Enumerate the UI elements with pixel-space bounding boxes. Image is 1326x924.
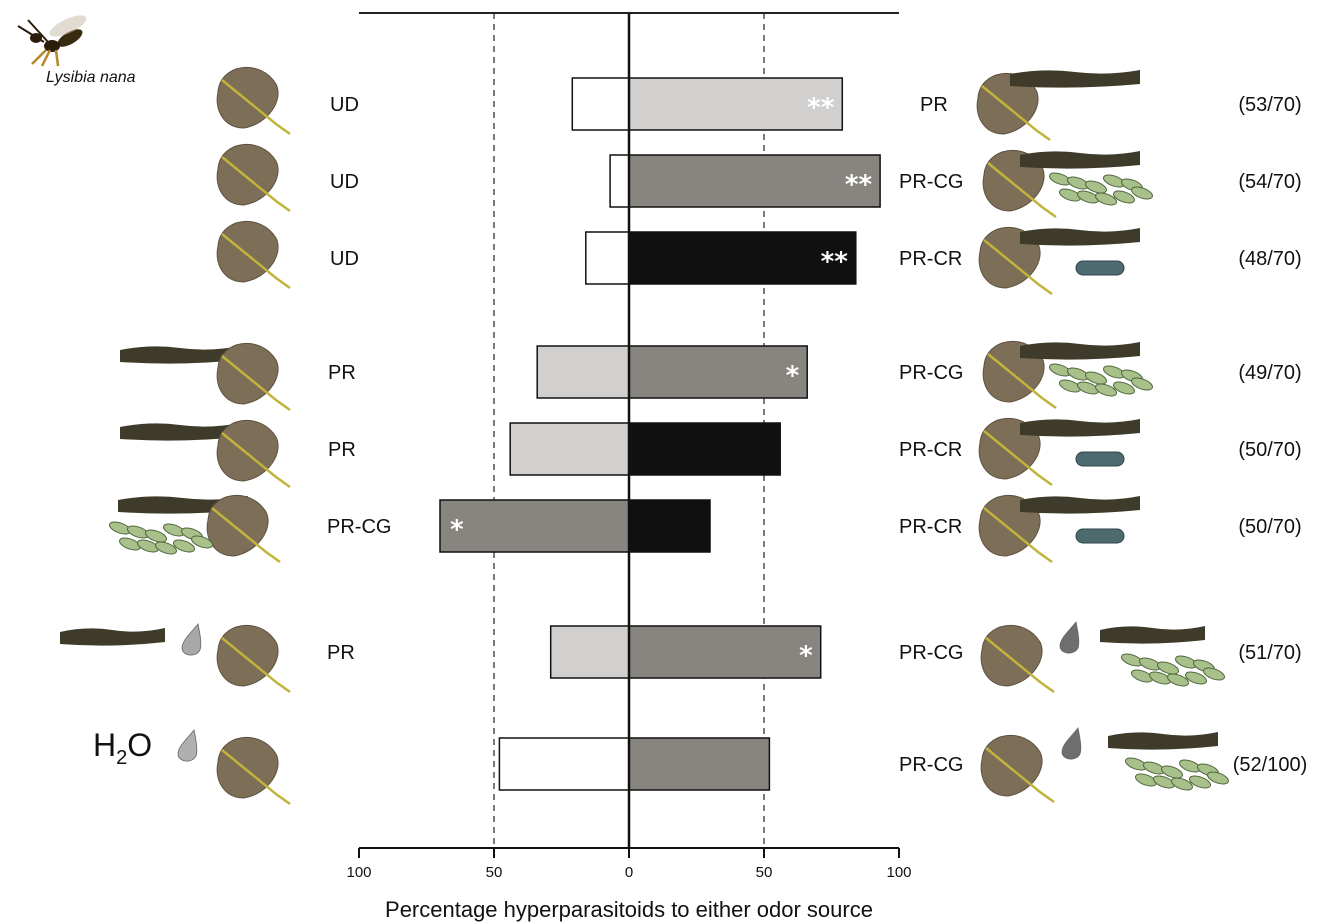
sample-size-label: (51/70) xyxy=(1238,642,1301,664)
h2o-label: H2O xyxy=(93,727,152,769)
bar-left-2 xyxy=(609,154,630,208)
sample-size-label: (50/70) xyxy=(1238,439,1301,461)
cocoon-cluster-icon xyxy=(1049,172,1153,206)
odor-source-icons xyxy=(60,67,1229,806)
sample-size-label: (53/70) xyxy=(1238,94,1301,116)
right-treatment-label: PR-CG xyxy=(899,754,963,776)
bar-left-3 xyxy=(585,231,630,285)
bar-right-2 xyxy=(628,154,881,208)
leaf-icon xyxy=(216,67,291,136)
caterpillar-icon xyxy=(120,346,240,364)
left-treatment-label: PR xyxy=(327,642,355,664)
leaf-icon xyxy=(216,625,291,694)
droplet-icon xyxy=(1061,727,1082,760)
cocoon-cluster-icon xyxy=(1049,363,1153,397)
leaf-icon xyxy=(216,343,291,412)
bar-right-8 xyxy=(628,737,771,791)
droplet-icon xyxy=(1059,621,1080,654)
bar-right-5 xyxy=(628,422,781,476)
x-tick-label: 0 xyxy=(625,864,633,881)
caterpillar-icon xyxy=(1020,419,1140,437)
x-axis-title: Percentage hyperparasitoids to either od… xyxy=(385,897,873,922)
significance-marker: ** xyxy=(845,170,873,200)
gridlines xyxy=(493,13,765,848)
right-treatment-label: PR-CR xyxy=(899,439,962,461)
sample-size-label: (50/70) xyxy=(1238,516,1301,538)
left-treatment-label: UD xyxy=(330,94,359,116)
bar-right-7 xyxy=(628,625,822,679)
bar-left-4 xyxy=(536,345,630,399)
caterpillar-icon xyxy=(1108,732,1218,750)
left-treatment-label: PR xyxy=(328,362,356,384)
sample-size-label: (48/70) xyxy=(1238,248,1301,270)
significance-marker: ** xyxy=(807,93,835,123)
bar-right-4 xyxy=(628,345,808,399)
caterpillar-icon xyxy=(120,423,240,441)
leaf-icon xyxy=(206,495,281,564)
bar-right-3 xyxy=(628,231,857,285)
leaf-icon xyxy=(216,221,291,290)
left-treatment-label: UD xyxy=(330,171,359,193)
cocoon-cluster-icon xyxy=(109,521,213,555)
caterpillar-icon xyxy=(1020,151,1140,169)
bar-right-6 xyxy=(628,499,711,553)
bar-left-8 xyxy=(498,737,630,791)
parasitized-caterpillar-icon xyxy=(1075,451,1125,467)
sample-size-label: (54/70) xyxy=(1238,171,1301,193)
bar-right-1 xyxy=(628,77,844,131)
caterpillar-icon xyxy=(60,628,165,646)
right-treatment-label: PR-CG xyxy=(899,171,963,193)
bar-left-7 xyxy=(549,625,630,679)
right-treatment-label: PR-CG xyxy=(899,362,963,384)
left-treatment-label: PR-CG xyxy=(327,516,391,538)
droplet-icon xyxy=(181,623,202,656)
right-treatment-label: PR xyxy=(920,94,948,116)
significance-marker: * xyxy=(786,361,800,391)
leaf-icon xyxy=(216,144,291,213)
right-treatment-label: PR-CR xyxy=(899,248,962,270)
axes: 100 50 0 50 100 xyxy=(346,12,912,881)
leaf-icon xyxy=(216,420,291,489)
left-treatment-label: PR xyxy=(328,439,356,461)
bars: ********* xyxy=(439,77,881,791)
sample-size-label: (52/100) xyxy=(1233,754,1308,776)
caterpillar-icon xyxy=(1020,228,1140,246)
parasitized-caterpillar-icon xyxy=(1075,260,1125,276)
parasitized-caterpillar-icon xyxy=(1075,528,1125,544)
cocoon-cluster-icon xyxy=(1125,757,1229,791)
leaf-icon xyxy=(980,625,1055,694)
leaf-icon xyxy=(976,73,1051,142)
bar-left-6 xyxy=(439,499,630,553)
bar-left-1 xyxy=(571,77,630,131)
wasp-icon xyxy=(17,15,87,67)
left-treatment-label: UD xyxy=(330,248,359,270)
significance-marker: ** xyxy=(821,247,849,277)
species-label: Lysibia nana xyxy=(46,69,136,86)
right-treatment-label: PR-CR xyxy=(899,516,962,538)
caterpillar-icon xyxy=(1010,70,1140,88)
x-tick-label: 50 xyxy=(756,864,773,881)
row-labels: UD PR (53/70) UD PR-CG (54/70) UD PR-CR (48/70) P… xyxy=(327,94,1307,776)
x-tick-label: 100 xyxy=(346,864,371,881)
droplet-icon xyxy=(177,729,198,762)
caterpillar-icon xyxy=(1020,342,1140,360)
x-tick-label: 50 xyxy=(486,864,503,881)
leaf-icon xyxy=(980,735,1055,804)
caterpillar-icon xyxy=(1100,626,1205,644)
cocoon-cluster-icon xyxy=(1121,653,1225,687)
significance-marker: * xyxy=(450,515,464,545)
bar-left-5 xyxy=(509,422,630,476)
x-tick-label: 100 xyxy=(886,864,911,881)
right-treatment-label: PR-CG xyxy=(899,642,963,664)
significance-marker: * xyxy=(799,641,813,671)
caterpillar-icon xyxy=(1020,496,1140,514)
leaf-icon xyxy=(216,737,291,806)
sample-size-label: (49/70) xyxy=(1238,362,1301,384)
